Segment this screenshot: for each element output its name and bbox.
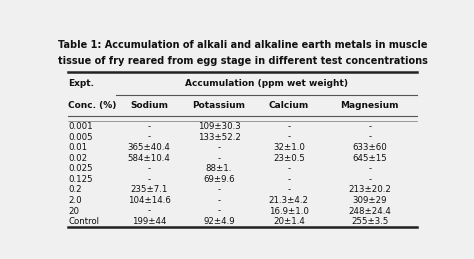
Text: -: - <box>368 175 371 184</box>
Text: 0.01: 0.01 <box>68 143 88 152</box>
Text: 365±40.4: 365±40.4 <box>128 143 171 152</box>
Text: -: - <box>148 164 151 173</box>
Text: 248±24.4: 248±24.4 <box>348 207 391 215</box>
Text: -: - <box>368 164 371 173</box>
Text: -: - <box>287 175 291 184</box>
Text: Sodium: Sodium <box>130 101 168 110</box>
Text: 633±60: 633±60 <box>352 143 387 152</box>
Text: 309±29: 309±29 <box>352 196 387 205</box>
Text: 235±7.1: 235±7.1 <box>130 185 168 195</box>
Text: -: - <box>148 175 151 184</box>
Text: -: - <box>148 207 151 215</box>
Text: 20±1.4: 20±1.4 <box>273 217 305 226</box>
Text: Accumulation (ppm wet weight): Accumulation (ppm wet weight) <box>185 80 348 88</box>
Text: -: - <box>287 164 291 173</box>
Text: 0.2: 0.2 <box>68 185 82 195</box>
Text: -: - <box>218 143 220 152</box>
Text: -: - <box>287 122 291 131</box>
Text: Control: Control <box>68 217 100 226</box>
Text: 0.02: 0.02 <box>68 154 88 163</box>
Text: 32±1.0: 32±1.0 <box>273 143 305 152</box>
Text: Calcium: Calcium <box>269 101 309 110</box>
Text: 199±44: 199±44 <box>132 217 166 226</box>
Text: -: - <box>368 133 371 142</box>
Text: 255±3.5: 255±3.5 <box>351 217 388 226</box>
Text: Conc. (%): Conc. (%) <box>68 101 117 110</box>
Text: -: - <box>218 207 220 215</box>
Text: 0.125: 0.125 <box>68 175 93 184</box>
Text: Magnesium: Magnesium <box>340 101 399 110</box>
Text: 109±30.3: 109±30.3 <box>198 122 240 131</box>
Text: 23±0.5: 23±0.5 <box>273 154 305 163</box>
Text: Expt.: Expt. <box>68 80 94 88</box>
Text: -: - <box>148 122 151 131</box>
Text: -: - <box>218 185 220 195</box>
Text: 92±4.9: 92±4.9 <box>203 217 235 226</box>
Text: 104±14.6: 104±14.6 <box>128 196 171 205</box>
Text: 69±9.6: 69±9.6 <box>203 175 235 184</box>
Text: 0.001: 0.001 <box>68 122 93 131</box>
Text: -: - <box>287 185 291 195</box>
Text: -: - <box>218 154 220 163</box>
Text: tissue of fry reared from egg stage in different test concentrations: tissue of fry reared from egg stage in d… <box>58 56 428 66</box>
Text: 21.3±4.2: 21.3±4.2 <box>269 196 309 205</box>
Text: 0.025: 0.025 <box>68 164 93 173</box>
Text: Table 1: Accumulation of alkali and alkaline earth metals in muscle: Table 1: Accumulation of alkali and alka… <box>58 40 428 50</box>
Text: 584±10.4: 584±10.4 <box>128 154 171 163</box>
Text: -: - <box>218 196 220 205</box>
Text: 16.9±1.0: 16.9±1.0 <box>269 207 309 215</box>
Text: 20: 20 <box>68 207 80 215</box>
Text: 133±52.2: 133±52.2 <box>198 133 240 142</box>
Text: 0.005: 0.005 <box>68 133 93 142</box>
Text: Potassium: Potassium <box>192 101 246 110</box>
Text: -: - <box>368 122 371 131</box>
Text: -: - <box>148 133 151 142</box>
Text: 88±1.: 88±1. <box>206 164 232 173</box>
Text: -: - <box>287 133 291 142</box>
Text: 645±15: 645±15 <box>352 154 387 163</box>
Text: 213±20.2: 213±20.2 <box>348 185 391 195</box>
Text: 2.0: 2.0 <box>68 196 82 205</box>
